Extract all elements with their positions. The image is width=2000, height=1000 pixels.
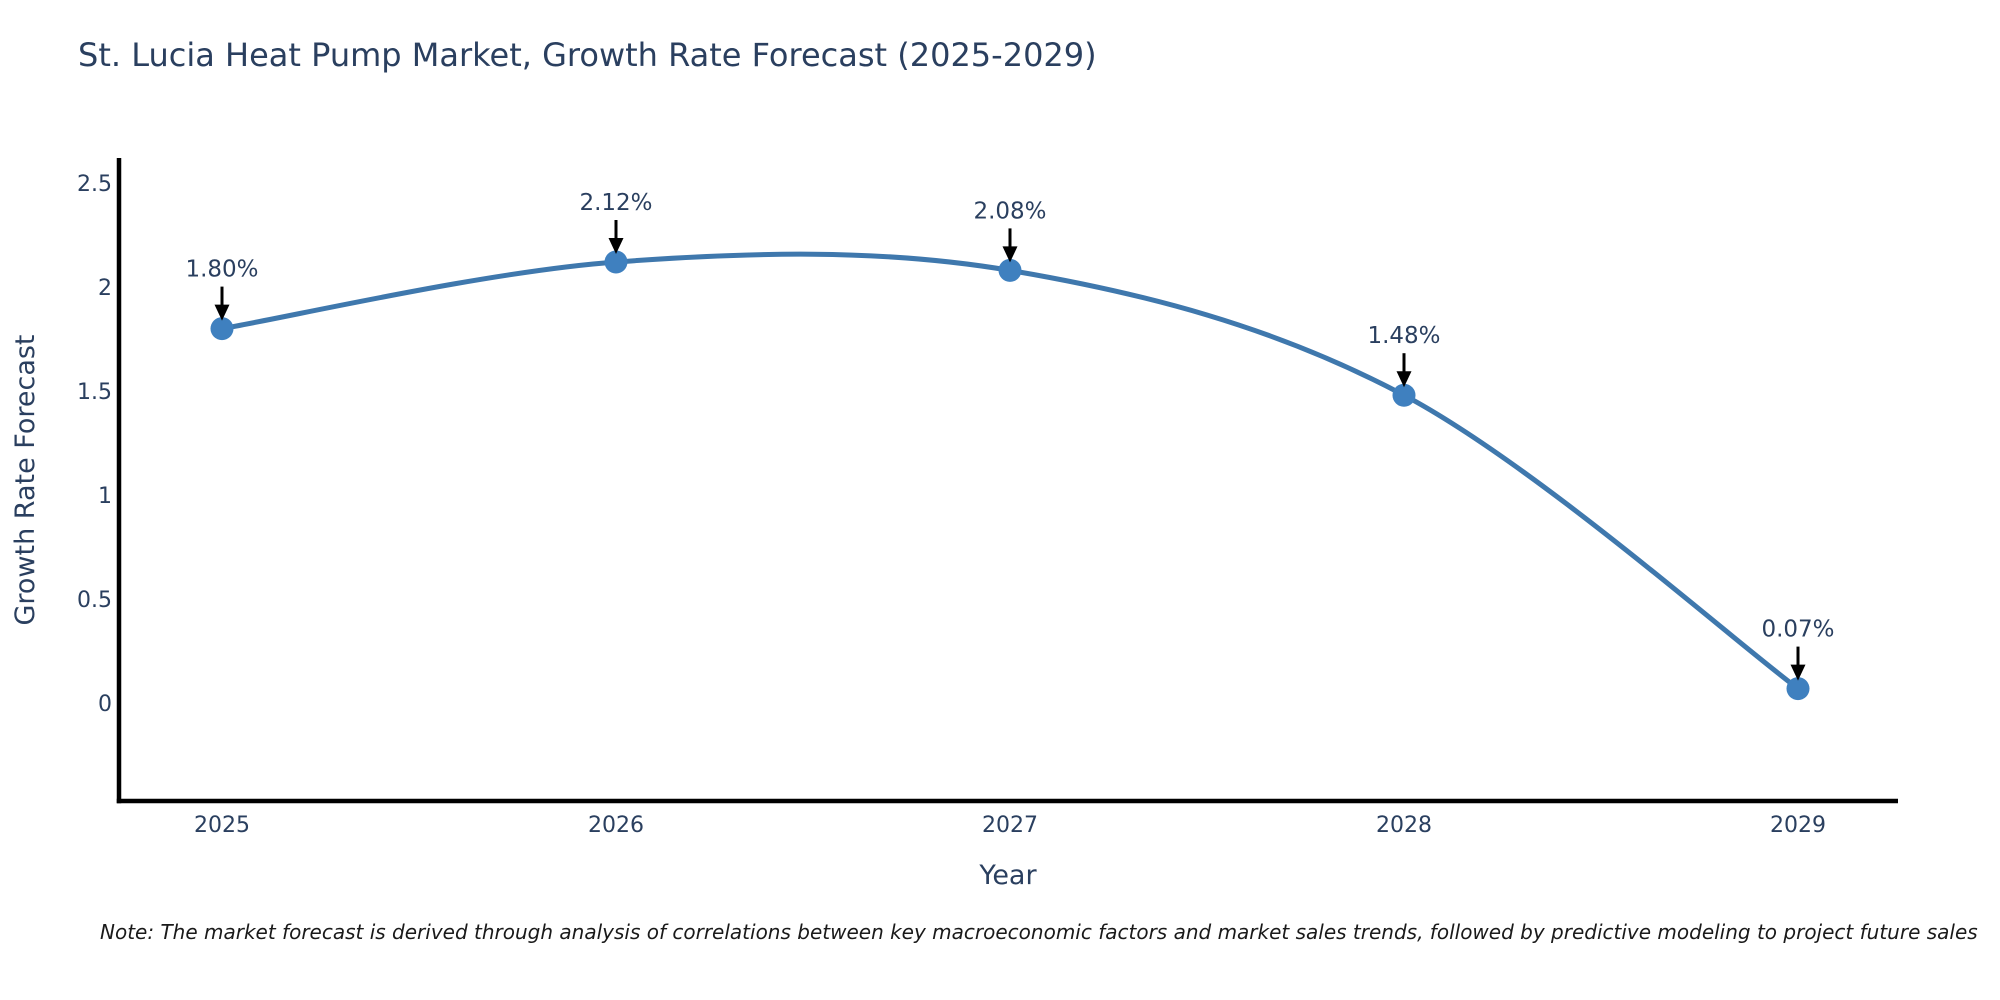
data-point-marker-2029 bbox=[1786, 677, 1810, 701]
y-tick-label-0.5: 0.5 bbox=[77, 588, 112, 613]
x-tick-label-2029: 2029 bbox=[1770, 813, 1826, 838]
point-label-2026: 2.12% bbox=[579, 190, 652, 216]
y-axis-title: Growth Rate Forecast bbox=[10, 334, 41, 625]
data-point-marker-2027 bbox=[998, 258, 1022, 282]
chart-title: St. Lucia Heat Pump Market, Growth Rate … bbox=[78, 36, 1097, 74]
y-tick-label-1: 1 bbox=[98, 484, 112, 509]
point-label-2028: 1.48% bbox=[1367, 323, 1440, 349]
x-tick-label-2025: 2025 bbox=[194, 813, 250, 838]
annotation-arrow-head-2028 bbox=[1396, 371, 1412, 388]
y-tick-label-0: 0 bbox=[98, 692, 112, 717]
x-tick-label-2028: 2028 bbox=[1376, 813, 1432, 838]
point-label-2025: 1.80% bbox=[185, 257, 258, 283]
annotation-arrow-head-2029 bbox=[1790, 664, 1806, 681]
x-tick-label-2027: 2027 bbox=[982, 813, 1038, 838]
point-label-2027: 2.08% bbox=[973, 198, 1046, 224]
data-point-marker-2025 bbox=[210, 317, 234, 341]
x-axis-title: Year bbox=[978, 860, 1037, 891]
data-point-marker-2028 bbox=[1392, 383, 1416, 407]
y-tick-label-1.5: 1.5 bbox=[77, 380, 112, 405]
annotation-arrow-head-2025 bbox=[214, 304, 230, 321]
annotation-arrow-head-2026 bbox=[608, 238, 624, 254]
y-tick-label-2: 2 bbox=[98, 276, 112, 301]
data-point-marker-2026 bbox=[604, 250, 628, 274]
y-tick-label-2.5: 2.5 bbox=[77, 172, 112, 197]
x-tick-label-2026: 2026 bbox=[588, 813, 644, 838]
forecast-spline-line bbox=[221, 251, 1800, 691]
footnote: Note: The market forecast is derived thr… bbox=[100, 920, 1978, 944]
point-label-2029: 0.07% bbox=[1761, 617, 1834, 643]
annotation-arrow-head-2027 bbox=[1002, 246, 1018, 263]
